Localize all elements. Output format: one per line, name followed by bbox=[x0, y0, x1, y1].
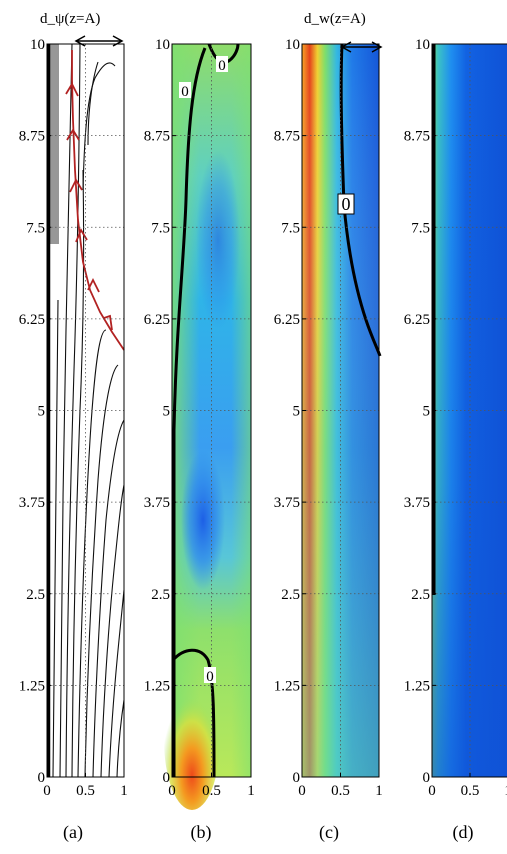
y-tick-label: 7.5 bbox=[281, 220, 300, 236]
panel-a-axes: 0 1.25 2.5 3.75 5 6.25 7.5 8.75 10 0 0.5 1 bbox=[19, 37, 128, 799]
contour-label-c-text: 0 bbox=[342, 194, 351, 214]
y-tick-label: 3.75 bbox=[19, 495, 45, 511]
panel-b-blue-upper bbox=[196, 150, 240, 330]
y-tick-label: 2.5 bbox=[281, 587, 300, 603]
panel-b bbox=[164, 43, 251, 810]
panel-b-blue-core bbox=[181, 450, 225, 590]
y-tick-label: 2.5 bbox=[411, 587, 430, 603]
y-tick-label: 0 bbox=[293, 770, 301, 786]
y-tick-label: 3.75 bbox=[404, 495, 430, 511]
x-tick-label: 0.5 bbox=[76, 783, 95, 799]
contour-labels: 0 0 0 0 bbox=[179, 56, 355, 685]
x-tick-label: 1 bbox=[504, 783, 507, 799]
y-tick-label: 3.75 bbox=[144, 495, 170, 511]
contour-label-b-bottom: 0 bbox=[204, 667, 216, 685]
panel-b-zero-contour-bottom bbox=[171, 648, 216, 778]
contour-label-b-top-text: 0 bbox=[181, 84, 189, 100]
y-tick-label: 8.75 bbox=[274, 129, 300, 145]
y-tick-label: 7.5 bbox=[411, 220, 430, 236]
y-tick-label: 10 bbox=[415, 37, 430, 53]
x-tick-label: 1 bbox=[120, 783, 128, 799]
y-tick-label: 3.75 bbox=[274, 495, 300, 511]
y-tick-label: 2.5 bbox=[26, 587, 45, 603]
panel-b-axes: 0 1.25 2.5 3.75 5 6.25 7.5 8.75 10 0 0.5 1 bbox=[144, 37, 255, 799]
y-tick-label: 7.5 bbox=[26, 220, 45, 236]
panel-a-streamline-arrows bbox=[65, 82, 113, 331]
panel-d-axes: 0 1.25 2.5 3.75 5 6.25 7.5 8.75 10 0 0.5 1 bbox=[404, 37, 507, 799]
y-tick-label: 1.25 bbox=[144, 678, 170, 694]
contour-label-b-top: 0 bbox=[179, 82, 191, 100]
y-tick-label: 10 bbox=[155, 37, 170, 53]
y-tick-label: 5 bbox=[163, 404, 171, 420]
x-tick-label: 0 bbox=[298, 783, 306, 799]
caption-d: (d) bbox=[453, 822, 474, 843]
contour-label-b-upper: 0 bbox=[216, 56, 228, 74]
contour-label-b-bottom-text: 0 bbox=[206, 669, 214, 685]
x-tick-label: 0 bbox=[43, 783, 51, 799]
y-tick-label: 6.25 bbox=[19, 312, 45, 328]
y-tick-label: 6.25 bbox=[404, 312, 430, 328]
y-tick-label: 8.75 bbox=[19, 129, 45, 145]
y-tick-label: 7.5 bbox=[151, 220, 170, 236]
caption-c: (c) bbox=[319, 822, 339, 843]
annotation-a-text: d_ψ(z=A) bbox=[40, 11, 100, 27]
y-tick-label: 1.25 bbox=[274, 678, 300, 694]
y-tick-label: 2.5 bbox=[151, 587, 170, 603]
y-tick-label: 6.25 bbox=[144, 312, 170, 328]
x-tick-label: 0 bbox=[168, 783, 176, 799]
y-tick-label: 1.25 bbox=[19, 678, 45, 694]
panel-b-hot-region bbox=[164, 670, 220, 810]
x-tick-label: 0.5 bbox=[202, 783, 221, 799]
panel-a-contours bbox=[52, 43, 125, 778]
panel-b-zero-contour-top bbox=[172, 43, 240, 777]
x-tick-label: 0.5 bbox=[461, 783, 480, 799]
y-tick-label: 10 bbox=[285, 37, 300, 53]
panel-c-zero-contour bbox=[339, 43, 382, 357]
y-tick-label: 8.75 bbox=[404, 129, 430, 145]
y-tick-label: 6.25 bbox=[274, 312, 300, 328]
contour-label-b-upper-text: 0 bbox=[218, 58, 226, 74]
annotation-c-text: d_w(z=A) bbox=[304, 11, 366, 27]
x-tick-label: 0 bbox=[428, 783, 436, 799]
y-tick-label: 5 bbox=[293, 404, 301, 420]
panel-c bbox=[302, 43, 382, 777]
panel-a-streamline bbox=[71, 50, 125, 351]
annotation-c: d_w(z=A) bbox=[304, 11, 383, 53]
y-tick-label: 0 bbox=[423, 770, 431, 786]
x-tick-label: 1 bbox=[247, 783, 255, 799]
y-tick-label: 8.75 bbox=[144, 129, 170, 145]
caption-b: (b) bbox=[191, 822, 212, 843]
caption-a: (a) bbox=[63, 822, 83, 843]
y-tick-label: 1.25 bbox=[404, 678, 430, 694]
y-tick-label: 0 bbox=[163, 770, 171, 786]
y-tick-label: 5 bbox=[38, 404, 46, 420]
contour-label-c: 0 bbox=[337, 193, 355, 215]
x-tick-label: 1 bbox=[375, 783, 383, 799]
y-tick-label: 10 bbox=[30, 37, 45, 53]
annotation-a: d_ψ(z=A) bbox=[40, 11, 124, 47]
panel-c-axes: 0 1.25 2.5 3.75 5 6.25 7.5 8.75 10 0 0.5 1 bbox=[274, 37, 383, 799]
x-tick-label: 0.5 bbox=[331, 783, 350, 799]
y-tick-label: 0 bbox=[38, 770, 46, 786]
y-tick-label: 5 bbox=[423, 404, 431, 420]
